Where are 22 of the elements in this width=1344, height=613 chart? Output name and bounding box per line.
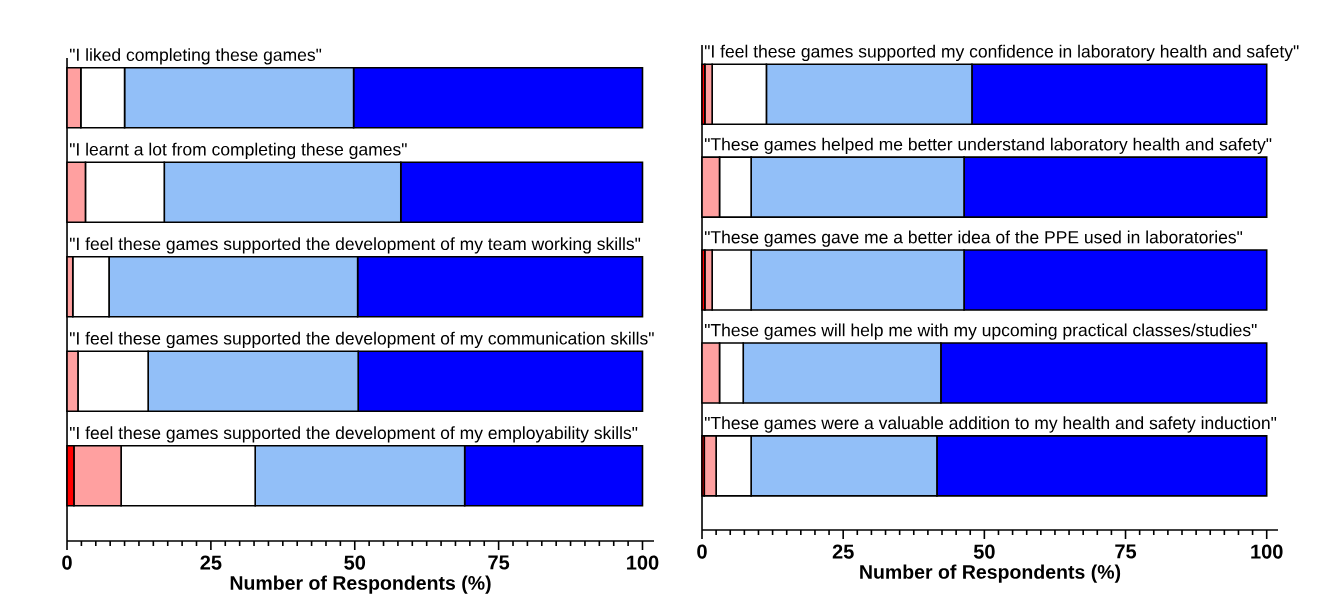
x-tick-label: 0 xyxy=(62,555,72,570)
x-tick-label: 100 xyxy=(627,555,659,570)
x-tick-label: 25 xyxy=(832,544,854,559)
y-tick-label: "I feel these games supported the development of my employability skills" xyxy=(69,426,638,443)
x-tick-label: 75 xyxy=(488,555,510,570)
x-tick-label: 0 xyxy=(697,544,707,559)
y-tick-label: "These games helped me better understand laboratory health and safety" xyxy=(704,137,1272,154)
y-tick-label: "These games will help me with my upcoming practical classes/studies" xyxy=(704,323,1257,340)
x-tick-label: 50 xyxy=(973,544,995,559)
y-tick-label: "I liked completing these games" xyxy=(69,48,322,65)
x-tick-label: 25 xyxy=(200,555,222,570)
y-tick-label: "These games gave me a better idea of the PPE used in laboratories" xyxy=(704,230,1243,247)
x-tick-label: 50 xyxy=(344,555,366,570)
y-tick-label: "I feel these games supported my confidence in laboratory health and safety" xyxy=(704,44,1299,62)
y-tick-label: "I learnt a lot from completing these games" xyxy=(69,142,407,160)
y-tick-label: "I feel these games supported the development of my team working skills" xyxy=(69,237,641,254)
x-tick-label: 75 xyxy=(1115,544,1137,559)
y-tick-label: "I feel these games supported the development of my communication skills" xyxy=(69,331,654,349)
y-tick-label: "These games were a valuable addition to my health and safety induction" xyxy=(704,416,1277,433)
x-axis-title: Number of Respondents (%) xyxy=(860,564,1121,583)
x-tick-label: 100 xyxy=(1251,544,1283,559)
x-axis-title: Number of Respondents (%) xyxy=(230,575,491,594)
